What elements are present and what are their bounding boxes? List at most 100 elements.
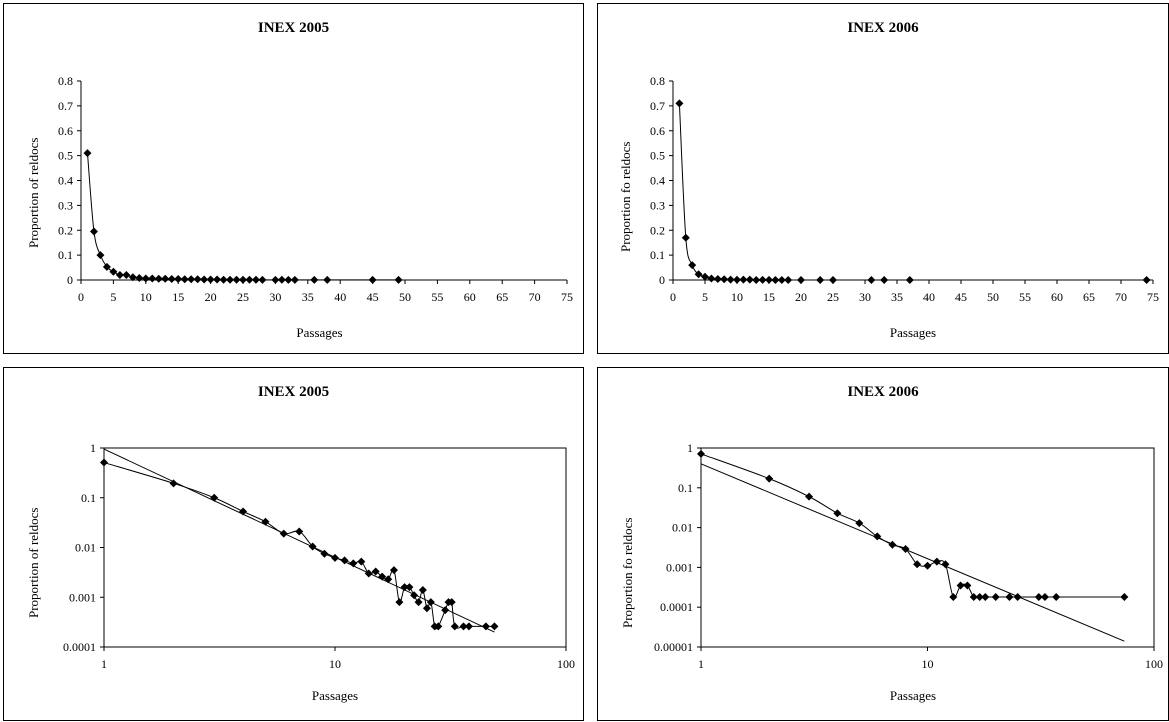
trend-line	[700, 463, 1125, 642]
data-point	[400, 583, 409, 592]
y-tick-label: 0.0001	[63, 640, 96, 654]
data-point	[167, 275, 176, 284]
axes: 0 5 10 15 20 25 30 35 40 45 50 55 60 65 70 75 0 0.1 0.2 0.3…	[650, 74, 1159, 304]
y-tick-label: 0.8	[650, 74, 665, 88]
data-point	[213, 275, 222, 284]
data-point	[310, 275, 319, 284]
x-tick-label: 5	[110, 290, 116, 304]
data-point	[450, 622, 459, 631]
data-point	[378, 572, 387, 581]
y-axis-label: Proportion of reldocs	[26, 507, 41, 618]
data-point	[1034, 593, 1043, 602]
y-tick-label: 0.4	[58, 174, 73, 188]
data-point	[481, 622, 490, 631]
chart-title: INEX 2006	[847, 384, 919, 400]
data-point	[161, 274, 170, 283]
chart-panel-inex-2006-linear: 0 5 10 15 20 25 30 35 40 45 50 55 60 65 70 75 0 0.1 0.2 0.3…	[597, 3, 1169, 354]
x-tick-label: 25	[827, 290, 839, 304]
data-point	[371, 567, 380, 576]
data-point	[941, 560, 950, 569]
x-tick-label: 1	[101, 657, 107, 671]
x-tick-label: 10	[140, 290, 152, 304]
chart-panel-inex-2006-log: 1 10 100 0.00001 0.0001 0.001 0.01 0.1 1 INEX 20…	[597, 367, 1169, 721]
x-tick-label: 70	[529, 290, 541, 304]
data-point	[389, 566, 398, 575]
data-point	[733, 275, 741, 284]
x-tick-label: 75	[561, 290, 573, 304]
y-tick-label: 0.3	[58, 198, 73, 212]
x-tick-label: 100	[1145, 657, 1163, 671]
data-point	[490, 622, 499, 631]
chart-plot: 0 5 10 15 20 25 30 35 40 45 50 55 60 65 70 75 0 0.1 0.2 0.3…	[650, 74, 1159, 304]
data-point	[1005, 593, 1014, 602]
chart-plot: 1 10 100 0.0001 0.001 0.01 0.1 1	[63, 441, 575, 671]
axes: 1 10 100 0.00001 0.0001 0.001 0.01 0.1 1	[654, 441, 1163, 671]
y-tick-label: 0.5	[58, 149, 73, 163]
data-point	[128, 273, 137, 282]
data-point	[394, 275, 403, 284]
data-point	[232, 275, 241, 284]
data-point	[426, 598, 435, 607]
data-point	[816, 275, 825, 284]
chart-panel-inex-2005-log: 1 10 100 0.0001 0.001 0.01 0.1 1 INEX 2005 Pass…	[3, 367, 584, 721]
data-point	[271, 275, 280, 284]
chart-plot: 1 10 100 0.00001 0.0001 0.001 0.01 0.1 1	[654, 441, 1163, 671]
y-tick-label: 0.2	[650, 223, 665, 237]
data-point	[688, 261, 697, 270]
y-tick-label: 0.8	[58, 74, 73, 88]
data-point	[1052, 593, 1061, 602]
x-axis-label: Passages	[889, 688, 937, 703]
x-tick-label: 15	[172, 290, 184, 304]
y-tick-label: 0.01	[75, 541, 96, 555]
x-tick-label: 0	[78, 290, 84, 304]
data-point	[83, 149, 92, 158]
data-point	[459, 622, 468, 631]
data-point	[745, 275, 754, 284]
y-tick-label: 0.5	[650, 149, 665, 163]
x-axis-label: Passages	[889, 325, 937, 340]
data-point	[210, 493, 219, 502]
data-point	[200, 275, 209, 284]
x-tick-label: 30	[269, 290, 281, 304]
x-tick-label: 60	[1051, 290, 1063, 304]
data-point	[290, 275, 299, 284]
data-point	[141, 274, 150, 283]
y-tick-label: 0.6	[58, 124, 73, 138]
chart-title: INEX 2005	[257, 20, 330, 36]
data-point	[219, 275, 228, 284]
data-point	[833, 509, 842, 518]
y-tick-label: 0.1	[650, 248, 665, 262]
data-point	[697, 449, 705, 458]
data-point	[154, 274, 163, 283]
y-tick-label: 0.4	[650, 174, 665, 188]
data-point	[245, 275, 254, 284]
x-tick-label: 40	[923, 290, 935, 304]
x-tick-label: 50	[987, 290, 999, 304]
y-tick-label: 0.3	[650, 198, 665, 212]
y-tick-label: 0.6	[650, 124, 665, 138]
x-tick-label: 35	[891, 290, 903, 304]
x-tick-label: 55	[431, 290, 443, 304]
y-tick-label: 0.001	[69, 590, 96, 604]
data-point	[681, 233, 690, 242]
data-point	[867, 275, 876, 284]
data-point	[720, 275, 729, 284]
data-point	[963, 581, 972, 590]
data-point	[969, 593, 978, 602]
data-point	[169, 479, 178, 488]
data-point	[258, 275, 267, 284]
data-point	[349, 559, 358, 568]
x-tick-label: 45	[955, 290, 967, 304]
data-point	[991, 593, 1000, 602]
y-tick-label: 0.001	[666, 560, 693, 574]
data-point	[873, 532, 882, 541]
data-point	[805, 492, 814, 501]
y-tick-label: 0.2	[58, 223, 73, 237]
data-point	[765, 474, 774, 483]
data-point	[122, 271, 131, 280]
x-tick-label: 60	[464, 290, 476, 304]
chart-title: INEX 2006	[847, 20, 919, 36]
data-point	[364, 569, 373, 578]
x-tick-label: 10	[731, 290, 743, 304]
y-tick-label: 0.7	[58, 99, 73, 113]
